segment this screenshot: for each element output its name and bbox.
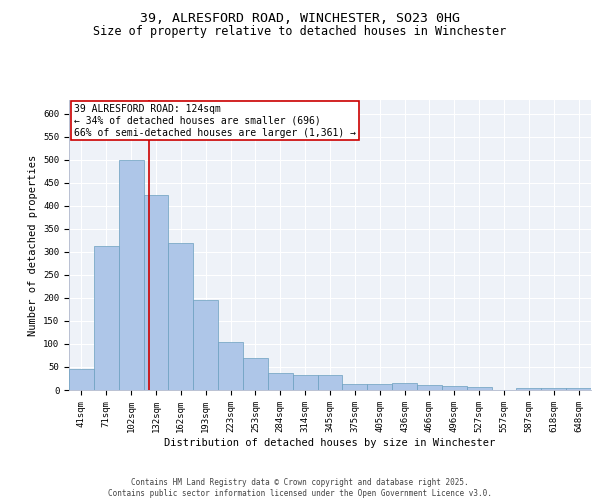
Text: 39, ALRESFORD ROAD, WINCHESTER, SO23 0HG: 39, ALRESFORD ROAD, WINCHESTER, SO23 0HG xyxy=(140,12,460,26)
X-axis label: Distribution of detached houses by size in Winchester: Distribution of detached houses by size … xyxy=(164,438,496,448)
Bar xyxy=(566,388,591,390)
Bar xyxy=(367,384,392,390)
Bar xyxy=(94,246,119,390)
Bar xyxy=(293,375,317,390)
Bar xyxy=(417,386,442,390)
Bar xyxy=(143,195,169,390)
Bar xyxy=(268,372,293,390)
Bar xyxy=(193,300,218,390)
Bar xyxy=(442,386,467,390)
Bar xyxy=(169,242,193,390)
Bar xyxy=(317,376,343,390)
Bar xyxy=(343,384,367,390)
Text: 39 ALRESFORD ROAD: 124sqm
← 34% of detached houses are smaller (696)
66% of semi: 39 ALRESFORD ROAD: 124sqm ← 34% of detac… xyxy=(74,104,356,138)
Bar xyxy=(541,388,566,390)
Y-axis label: Number of detached properties: Number of detached properties xyxy=(28,154,38,336)
Bar xyxy=(243,358,268,390)
Bar xyxy=(69,370,94,390)
Text: Contains HM Land Registry data © Crown copyright and database right 2025.
Contai: Contains HM Land Registry data © Crown c… xyxy=(108,478,492,498)
Bar xyxy=(119,160,143,390)
Bar xyxy=(517,388,541,390)
Bar xyxy=(392,383,417,390)
Bar xyxy=(467,387,491,390)
Bar xyxy=(218,342,243,390)
Text: Size of property relative to detached houses in Winchester: Size of property relative to detached ho… xyxy=(94,25,506,38)
